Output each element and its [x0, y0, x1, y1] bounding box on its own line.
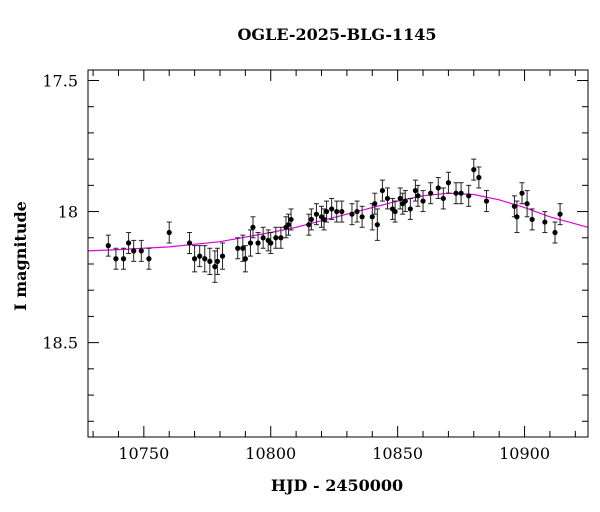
data-point: [420, 198, 426, 204]
data-point: [384, 195, 391, 202]
data-point: [306, 222, 312, 228]
x-tick-label: 10750: [118, 444, 169, 463]
data-point: [334, 208, 340, 215]
y-tick-label: 18: [58, 203, 78, 222]
data-point: [339, 208, 345, 215]
data-point: [138, 248, 144, 254]
data-point: [511, 203, 517, 209]
data-point: [285, 222, 292, 228]
y-tick-label: 18.5: [42, 334, 78, 353]
data-point: [278, 235, 284, 241]
y-axis-label: I magnitude: [11, 201, 30, 311]
data-point: [514, 214, 520, 220]
data-point: [529, 216, 535, 223]
data-point: [308, 216, 314, 223]
data-point: [402, 198, 408, 204]
data-point: [471, 167, 477, 173]
data-point: [524, 201, 530, 207]
data-point: [428, 190, 434, 196]
data-point: [313, 211, 320, 217]
data-point: [242, 256, 248, 262]
data-point: [392, 208, 398, 215]
data-point: [212, 264, 218, 270]
data-point: [197, 253, 203, 259]
data-point: [247, 240, 254, 246]
data-point: [126, 240, 132, 246]
x-tick-label: 10900: [499, 444, 550, 463]
data-point: [369, 214, 375, 220]
data-point: [329, 206, 335, 212]
data-point: [207, 258, 213, 264]
data-point: [397, 195, 403, 202]
data-point: [440, 195, 446, 202]
data-point: [288, 216, 294, 223]
data-point: [268, 240, 274, 246]
x-tick-label: 10850: [372, 444, 423, 463]
data-point: [321, 216, 327, 223]
data-point: [202, 256, 208, 262]
data-point: [458, 190, 464, 196]
data-point: [113, 256, 119, 262]
data-point: [374, 222, 380, 228]
data-point: [415, 193, 421, 199]
x-tick-label: 10800: [245, 444, 296, 463]
chart-title: OGLE-2025-BLG-1145: [237, 25, 436, 44]
data-point: [240, 245, 246, 251]
data-point: [260, 235, 266, 241]
data-point: [453, 190, 459, 196]
data-point: [552, 229, 558, 236]
data-points-layer: [105, 158, 563, 283]
data-point: [120, 256, 127, 262]
data-point: [359, 214, 365, 220]
data-point: [379, 187, 386, 194]
data-point: [255, 240, 261, 246]
x-axis-label: HJD - 2450000: [271, 476, 403, 495]
data-point: [372, 201, 378, 207]
data-point: [445, 180, 452, 186]
data-point: [435, 185, 441, 191]
data-point: [354, 208, 360, 215]
data-point: [186, 240, 193, 246]
data-point: [349, 211, 355, 217]
data-point: [146, 256, 152, 262]
data-point: [219, 253, 226, 259]
plot-axes: 10750 10800 10850 10900 17.5 18 18.5: [42, 70, 588, 463]
y-tick-label: 17.5: [42, 71, 78, 90]
data-point: [483, 198, 490, 204]
data-point: [166, 229, 172, 236]
data-point: [273, 235, 279, 241]
data-point: [323, 208, 330, 215]
data-point: [557, 211, 563, 217]
plot-frame: [87, 69, 589, 438]
data-point: [476, 174, 482, 181]
data-point: [542, 219, 548, 225]
data-point: [235, 245, 241, 251]
data-point: [105, 243, 111, 249]
data-point: [214, 258, 221, 264]
data-point: [407, 206, 413, 212]
data-point: [191, 256, 198, 262]
data-point: [466, 193, 472, 199]
data-point: [250, 224, 256, 230]
data-point: [412, 187, 419, 194]
data-point: [131, 248, 137, 254]
data-point: [519, 190, 525, 196]
